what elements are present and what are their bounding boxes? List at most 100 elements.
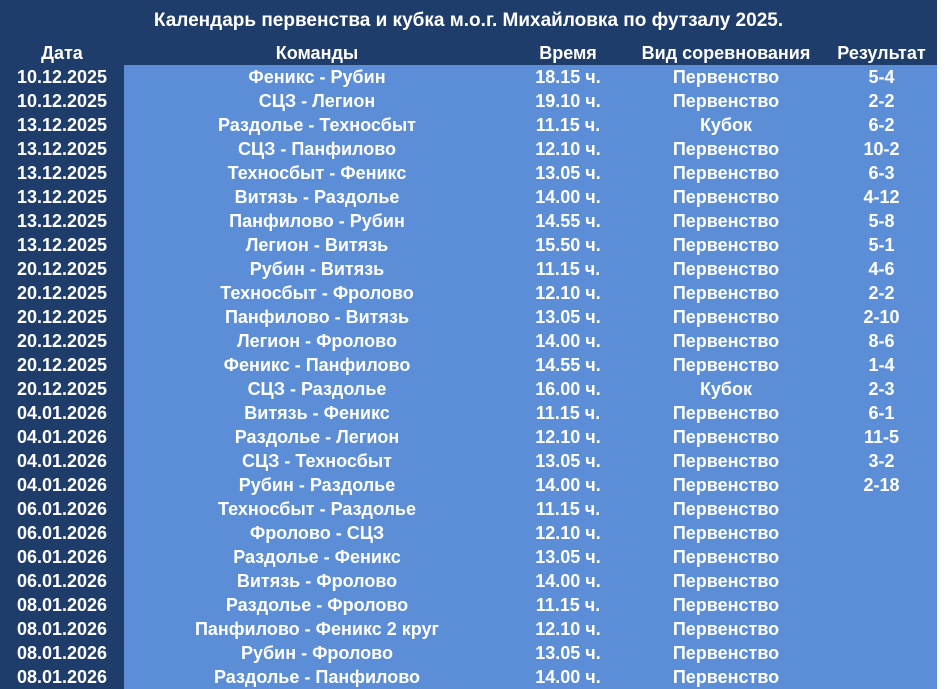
table-cell bbox=[826, 665, 937, 689]
table-cell: 04.01.2026 bbox=[0, 449, 124, 473]
table-cell: 3-2 bbox=[868, 451, 895, 471]
table-cell: 06.01.2026 bbox=[0, 521, 124, 545]
table-cell: 1-4 bbox=[868, 355, 895, 375]
table-cell: Первенство bbox=[672, 643, 780, 663]
table-cell: 13.12.2025 bbox=[0, 113, 124, 137]
table-cell: 14.00 ч. bbox=[535, 667, 601, 687]
table-cell: Техносбыт - Раздолье bbox=[217, 499, 417, 519]
table-cell bbox=[826, 593, 937, 617]
table-row: 20.12.2025 Легион - Фролово 14.00 ч. Первен… bbox=[0, 329, 937, 353]
table-cell: 2-2 bbox=[868, 91, 895, 111]
table-cell bbox=[826, 545, 937, 569]
table-row: 08.01.2026 Панфилово - Феникс 2 круг 12.10… bbox=[0, 617, 937, 641]
table-cell: Кубок bbox=[699, 115, 753, 135]
table-cell: Легион - Фролово bbox=[237, 331, 397, 351]
table-cell: Первенство bbox=[672, 451, 780, 471]
table-cell: Первенство bbox=[672, 235, 780, 255]
table-cell: 6-2 bbox=[868, 115, 895, 135]
table-cell: 13.05 ч. bbox=[535, 451, 601, 471]
table-cell: Первенство bbox=[672, 91, 780, 111]
header-cell: Команды bbox=[275, 43, 359, 63]
table-cell: Панфилово - Феникс 2 круг bbox=[194, 619, 440, 639]
table-row: 13.12.2025 Легион - Витязь 15.50 ч. Первенс… bbox=[0, 233, 937, 257]
header-cell: Время bbox=[539, 43, 597, 63]
table-cell: 20.12.2025 bbox=[0, 329, 124, 353]
table-cell bbox=[826, 569, 937, 593]
table-cell: Первенство bbox=[672, 547, 780, 567]
table-cell: 08.01.2026 bbox=[0, 641, 124, 665]
table-cell: 13.12.2025 bbox=[0, 161, 124, 185]
table-row: 20.12.2025 Феникс - Панфилово 14.55 ч. Перв… bbox=[0, 353, 937, 377]
table-cell: СЦЗ - Раздолье bbox=[247, 379, 387, 399]
table-cell: Техносбыт - Фролово bbox=[220, 283, 414, 303]
table-cell: 04.01.2026 bbox=[0, 473, 124, 497]
table-row: 13.12.2025 Витязь - Раздолье 14.00 ч. Перве… bbox=[0, 185, 937, 209]
table-cell: Рубин - Витязь bbox=[249, 259, 385, 279]
table-cell: 11.15 ч. bbox=[535, 403, 601, 423]
table-cell: 04.01.2026 bbox=[0, 401, 124, 425]
table-row: 13.12.2025 Панфилово - Рубин 14.55 ч. Перве… bbox=[0, 209, 937, 233]
table-cell: 14.00 ч. bbox=[535, 187, 601, 207]
schedule-table: Дата Команды Время Вид соревнования Результа… bbox=[0, 41, 937, 689]
table-row: 04.01.2026 Витязь - Феникс 11.15 ч. Первенс… bbox=[0, 401, 937, 425]
table-cell: 11-5 bbox=[863, 427, 900, 447]
table-cell: 13.05 ч. bbox=[535, 643, 601, 663]
table-cell: Витязь - Фролово bbox=[236, 571, 398, 591]
table-cell: 13.05 ч. bbox=[535, 307, 601, 327]
header-row: Дата Команды Время Вид соревнования Результа… bbox=[0, 41, 937, 65]
table-cell: 2-3 bbox=[868, 379, 895, 399]
table-cell: 08.01.2026 bbox=[0, 593, 124, 617]
table-cell: 2-2 bbox=[868, 283, 895, 303]
table-cell: Первенство bbox=[672, 331, 780, 351]
table-row: 06.01.2026 Раздолье - Феникс 13.05 ч. Перве… bbox=[0, 545, 937, 569]
table-cell: 12.10 ч. bbox=[535, 523, 601, 543]
table-cell: 5-1 bbox=[868, 235, 895, 255]
table-row: 04.01.2026 СЦЗ - Техносбыт 13.05 ч. Первенс… bbox=[0, 449, 937, 473]
table-cell: Раздолье - Техносбыт bbox=[217, 115, 417, 135]
table-cell bbox=[826, 521, 937, 545]
table-cell: 13.12.2025 bbox=[0, 233, 124, 257]
table-cell: 19.10 ч. bbox=[535, 91, 601, 111]
table-cell: 10-2 bbox=[863, 139, 900, 159]
table-cell: Витязь - Раздолье bbox=[234, 187, 400, 207]
table-cell: Первенство bbox=[672, 211, 780, 231]
table-cell: 06.01.2026 bbox=[0, 569, 124, 593]
table-row: 08.01.2026 Рубин - Фролово 13.05 ч. Первенс… bbox=[0, 641, 937, 665]
table-cell: Первенство bbox=[672, 499, 780, 519]
table-cell: 14.00 ч. bbox=[535, 331, 601, 351]
table-cell: Первенство bbox=[672, 403, 780, 423]
table-cell: Первенство bbox=[672, 187, 780, 207]
table-cell: 06.01.2026 bbox=[0, 497, 124, 521]
table-cell: Первенство bbox=[672, 595, 780, 615]
table-row: 10.12.2025 СЦЗ - Легион 19.10 ч. Первенство… bbox=[0, 89, 937, 113]
table-cell: Феникс - Панфилово bbox=[223, 355, 411, 375]
table-cell: 4-6 bbox=[868, 259, 895, 279]
table-cell: Первенство bbox=[672, 667, 780, 687]
table-cell: 11.15 ч. bbox=[535, 595, 601, 615]
table-cell: 10.12.2025 bbox=[0, 89, 124, 113]
table-cell: 13.12.2025 bbox=[0, 185, 124, 209]
table-cell: 18.15 ч. bbox=[535, 67, 601, 87]
table-cell: Первенство bbox=[672, 139, 780, 159]
table-cell: 5-4 bbox=[868, 67, 895, 87]
table-cell: 11.15 ч. bbox=[535, 115, 601, 135]
table-cell: СЦЗ - Техносбыт bbox=[241, 451, 392, 471]
table-cell: Кубок bbox=[699, 379, 753, 399]
table-cell: Фролово - СЦЗ bbox=[249, 523, 385, 543]
table-cell: Первенство bbox=[672, 163, 780, 183]
table-row: 08.01.2026 Раздолье - Фролово 11.15 ч. Перв… bbox=[0, 593, 937, 617]
table-cell: СЦЗ - Легион bbox=[258, 91, 376, 111]
table-row: 04.01.2026 Рубин - Раздолье 14.00 ч. Первен… bbox=[0, 473, 937, 497]
table-cell: 14.55 ч. bbox=[535, 211, 601, 231]
table-cell: Первенство bbox=[672, 475, 780, 495]
table-row: 08.01.2026 Раздолье - Панфилово 14.00 ч. Пе… bbox=[0, 665, 937, 689]
table-cell: Первенство bbox=[672, 283, 780, 303]
table-cell: Раздолье - Легион bbox=[234, 427, 400, 447]
table-cell: 2-18 bbox=[863, 475, 900, 495]
table-cell: Панфилово - Рубин bbox=[229, 211, 405, 231]
table-cell: Первенство bbox=[672, 427, 780, 447]
title: Календарь первенства и кубка м.о.г. Миха… bbox=[0, 0, 937, 41]
table-cell: 10.12.2025 bbox=[0, 65, 124, 89]
table-cell: 20.12.2025 bbox=[0, 353, 124, 377]
table-cell: Первенство bbox=[672, 571, 780, 591]
